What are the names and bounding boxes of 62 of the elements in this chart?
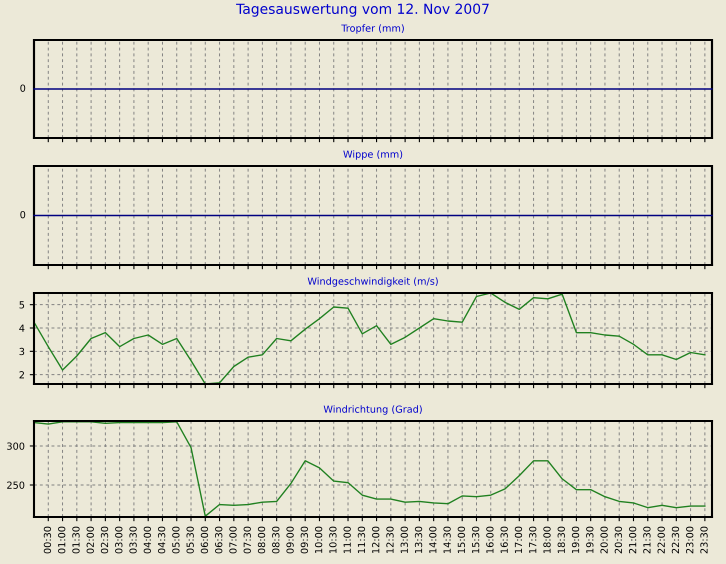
x-tick-label: 21:00 [628,526,636,554]
x-tick-label: 11:00 [343,526,351,553]
x-tick-label: 12:00 [372,526,380,553]
text: 0 [20,210,26,218]
y-tick-label: 2 [20,371,24,378]
y-tick-label: 4 [19,324,24,332]
x-tick-label: 22:30 [672,526,680,554]
x-tick-label: 20:00 [600,526,608,554]
x-tick-label: 03:00 [115,526,122,554]
chart-title: Windgeschwindigkeit (m/s) [308,277,438,287]
x-tick-label: 02:30 [100,526,108,554]
x-tick-label: 04:30 [158,526,166,554]
chart-title: Windrichtung (Grad) [324,405,422,415]
x-tick-label: 19:00 [572,526,580,553]
y-tick-label: 300 [7,442,24,450]
y-tick-label: 3 [20,348,24,356]
x-tick-label: 10:30 [329,526,337,553]
x-tick-label: 18:00 [543,526,551,553]
x-tick-label: 20:30 [614,526,622,554]
x-tick-label: 16:30 [500,526,508,553]
x-tick-label: 01:00 [58,526,66,554]
x-tick-label: 00:30 [44,526,52,554]
x-tick-label: 11:30 [358,526,366,553]
x-tick-label: 04:00 [144,526,152,554]
x-tick-label: 07:00 [229,526,237,554]
y-tick-label: 250 [7,481,24,489]
y-tick-label: 5 [20,301,24,308]
text: Tropfer (mm) [341,24,404,34]
x-tick-label: 12:30 [386,526,394,553]
line-series [34,293,706,384]
x-tick-label: 08:00 [258,526,266,554]
x-tick-label: 08:30 [272,526,280,554]
text: Tagesauswertung vom 12. Nov 2007 [236,4,489,17]
x-tick-label: 05:30 [186,526,194,554]
text: Wippe (mm) [343,150,402,160]
x-tick-label: 06:30 [215,526,222,554]
x-tick-label: 01:30 [72,526,80,554]
x-tick-label: 21:30 [643,526,651,554]
x-tick-label: 23:30 [700,526,708,554]
x-tick-label: 17:30 [529,526,536,553]
x-tick-label: 14:00 [429,526,436,553]
x-tick-label: 16:00 [486,526,494,553]
x-tick-label: 13:30 [414,526,422,553]
x-tick-label: 13:00 [400,526,408,553]
x-tick-label: 18:30 [558,526,565,553]
x-tick-label: 09:00 [286,526,294,554]
x-tick-label: 14:30 [443,526,451,553]
x-tick-label: 15:30 [472,526,480,553]
x-tick-label: 02:00 [86,526,94,554]
line-series [34,421,706,517]
x-tick-label: 09:30 [300,526,308,554]
x-tick-label: 17:00 [514,526,522,553]
x-tick-label: 10:00 [314,526,322,553]
x-tick-label: 23:00 [686,526,694,554]
x-tick-label: 06:00 [200,526,208,554]
x-tick-label: 15:00 [458,526,466,553]
x-tick-label: 05:00 [172,526,180,554]
x-tick-label: 03:30 [129,526,137,554]
text: 0 [20,84,26,92]
x-tick-label: 22:00 [658,526,665,554]
x-tick-label: 07:30 [244,526,251,554]
x-tick-label: 19:30 [586,526,594,553]
